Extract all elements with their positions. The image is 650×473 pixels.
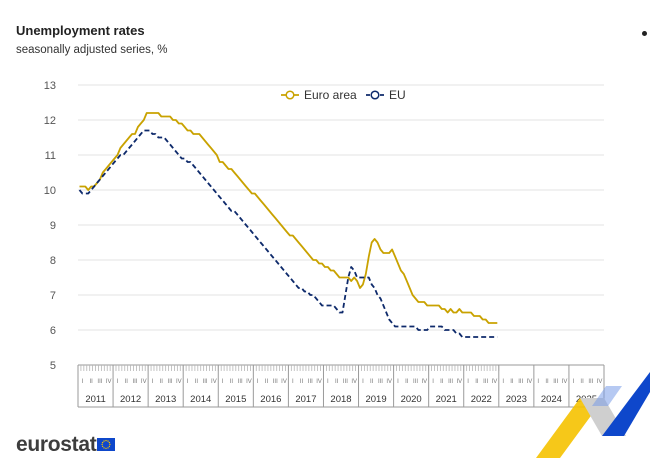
quarter-label: II bbox=[195, 379, 199, 385]
year-label: 2017 bbox=[295, 394, 316, 405]
series-line-euro-area bbox=[79, 112, 498, 324]
quarter-label: III bbox=[413, 379, 418, 385]
quarter-label: III bbox=[132, 379, 137, 385]
quarter-label: II bbox=[89, 379, 93, 385]
quarter-label: II bbox=[510, 379, 514, 385]
quarter-label: II bbox=[440, 379, 444, 385]
quarter-label: III bbox=[238, 379, 243, 385]
quarter-label: I bbox=[292, 379, 294, 385]
year-label: 2012 bbox=[120, 394, 141, 405]
y-tick-label: 9 bbox=[50, 220, 56, 232]
quarter-label: II bbox=[370, 379, 374, 385]
quarter-label: IV bbox=[527, 379, 533, 385]
year-label: 2020 bbox=[401, 394, 422, 405]
eu-flag-icon bbox=[97, 438, 115, 451]
quarter-label: II bbox=[545, 379, 549, 385]
quarter-label: IV bbox=[562, 379, 568, 385]
quarter-label: I bbox=[397, 379, 399, 385]
quarter-label: IV bbox=[141, 379, 147, 385]
quarter-label: IV bbox=[351, 379, 357, 385]
quarter-label: III bbox=[273, 379, 278, 385]
quarter-label: I bbox=[362, 379, 364, 385]
quarter-label: III bbox=[308, 379, 313, 385]
quarter-label: III bbox=[448, 379, 453, 385]
quarter-label: IV bbox=[421, 379, 427, 385]
quarter-label: III bbox=[483, 379, 488, 385]
year-label: 2024 bbox=[541, 394, 562, 405]
quarter-label: III bbox=[203, 379, 208, 385]
year-label: 2022 bbox=[471, 394, 492, 405]
quarter-label: III bbox=[518, 379, 523, 385]
legend-label: EU bbox=[389, 88, 406, 102]
y-tick-label: 13 bbox=[44, 80, 56, 92]
quarter-label: IV bbox=[176, 379, 182, 385]
quarter-label: IV bbox=[281, 379, 287, 385]
more-options-icon[interactable] bbox=[642, 31, 647, 36]
quarter-label: I bbox=[572, 379, 574, 385]
quarter-label: I bbox=[257, 379, 259, 385]
quarter-label: IV bbox=[457, 379, 463, 385]
quarter-label: I bbox=[187, 379, 189, 385]
quarter-label: IV bbox=[386, 379, 392, 385]
quarter-label: II bbox=[580, 379, 584, 385]
legend-marker-icon bbox=[370, 90, 380, 100]
quarter-label: III bbox=[378, 379, 383, 385]
quarter-label: II bbox=[475, 379, 479, 385]
quarter-label: II bbox=[300, 379, 304, 385]
year-label: 2013 bbox=[155, 394, 176, 405]
year-label: 2023 bbox=[506, 394, 527, 405]
quarter-label: II bbox=[405, 379, 409, 385]
quarter-label: III bbox=[97, 379, 102, 385]
y-tick-label: 7 bbox=[50, 290, 56, 302]
year-label: 2011 bbox=[85, 394, 105, 405]
y-tick-label: 11 bbox=[45, 150, 56, 162]
quarter-label: II bbox=[125, 379, 129, 385]
quarter-label: III bbox=[168, 379, 173, 385]
y-tick-label: 8 bbox=[50, 255, 56, 267]
quarter-label: IV bbox=[597, 379, 603, 385]
y-tick-label: 12 bbox=[44, 115, 56, 127]
quarter-label: I bbox=[222, 379, 224, 385]
year-label: 2016 bbox=[260, 394, 281, 405]
quarter-label: I bbox=[467, 379, 469, 385]
year-label: 2021 bbox=[436, 394, 457, 405]
y-tick-label: 5 bbox=[50, 360, 56, 372]
legend-label: Euro area bbox=[304, 88, 357, 102]
quarter-label: I bbox=[152, 379, 154, 385]
quarter-label: II bbox=[335, 379, 339, 385]
legend-marker-icon bbox=[285, 90, 295, 100]
quarter-label: II bbox=[160, 379, 164, 385]
y-tick-label: 10 bbox=[44, 185, 56, 197]
quarter-label: II bbox=[230, 379, 234, 385]
chart-subtitle: seasonally adjusted series, % bbox=[16, 44, 168, 56]
quarter-label: IV bbox=[246, 379, 252, 385]
quarter-label: III bbox=[343, 379, 348, 385]
year-label: 2015 bbox=[225, 394, 246, 405]
year-label: 2018 bbox=[330, 394, 351, 405]
quarter-label: I bbox=[117, 379, 119, 385]
quarter-label: I bbox=[537, 379, 539, 385]
y-tick-label: 6 bbox=[50, 325, 56, 337]
year-label: 2014 bbox=[190, 394, 211, 405]
quarter-label: I bbox=[327, 379, 329, 385]
year-label: 2019 bbox=[365, 394, 386, 405]
quarter-label: III bbox=[588, 379, 593, 385]
chart-title: Unemployment rates bbox=[16, 23, 145, 38]
quarter-label: IV bbox=[106, 379, 112, 385]
quarter-label: I bbox=[432, 379, 434, 385]
series-line-eu bbox=[78, 129, 498, 338]
quarter-label: II bbox=[265, 379, 269, 385]
quarter-label: I bbox=[502, 379, 504, 385]
quarter-label: I bbox=[82, 379, 84, 385]
eurostat-logo: eurostat bbox=[16, 433, 97, 456]
quarter-label: IV bbox=[492, 379, 498, 385]
quarter-label: III bbox=[553, 379, 558, 385]
quarter-label: IV bbox=[211, 379, 217, 385]
quarter-label: IV bbox=[316, 379, 322, 385]
